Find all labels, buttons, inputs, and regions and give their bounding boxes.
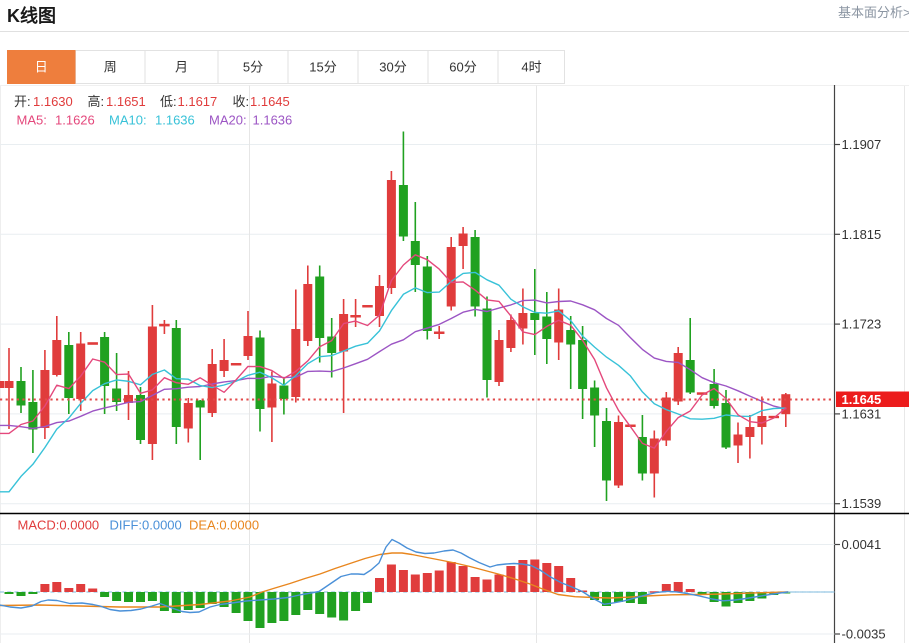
svg-text:1.1539: 1.1539 — [842, 496, 882, 511]
svg-text:60分: 60分 — [449, 60, 476, 75]
svg-text:1.1815: 1.1815 — [842, 227, 882, 242]
svg-text:DEA:0.0000: DEA:0.0000 — [189, 518, 259, 533]
svg-text:开:: 开: — [14, 94, 31, 109]
svg-text:基本面分析>: 基本面分析> — [838, 5, 909, 20]
svg-text:5分: 5分 — [243, 60, 263, 75]
svg-text:0.0041: 0.0041 — [842, 537, 882, 552]
svg-text:30分: 30分 — [379, 60, 406, 75]
svg-text:日: 日 — [35, 60, 48, 75]
svg-text:1.1907: 1.1907 — [842, 137, 882, 152]
svg-text:1.1723: 1.1723 — [842, 317, 882, 332]
svg-text:月: 月 — [175, 60, 188, 75]
svg-text:1.1645: 1.1645 — [842, 392, 882, 407]
svg-text:MA20:: MA20: — [209, 113, 247, 128]
svg-text:低:: 低: — [160, 94, 177, 109]
svg-text:1.1636: 1.1636 — [253, 113, 293, 128]
svg-text:1.1626: 1.1626 — [55, 113, 95, 128]
svg-text:1.1636: 1.1636 — [155, 113, 195, 128]
svg-text:MA5:: MA5: — [17, 113, 47, 128]
svg-text:K线图: K线图 — [7, 5, 56, 26]
svg-text:15分: 15分 — [309, 60, 336, 75]
svg-text:MA10:: MA10: — [109, 113, 147, 128]
svg-text:-0.0035: -0.0035 — [842, 627, 886, 642]
svg-text:周: 周 — [104, 60, 117, 75]
svg-text:高:: 高: — [88, 94, 105, 109]
svg-text:1.1630: 1.1630 — [33, 94, 73, 109]
svg-text:1.1645: 1.1645 — [250, 94, 290, 109]
svg-text:1.1631: 1.1631 — [842, 406, 882, 421]
svg-text:1.1617: 1.1617 — [178, 94, 218, 109]
svg-text:DIFF:0.0000: DIFF:0.0000 — [110, 518, 182, 533]
svg-text:4时: 4时 — [521, 60, 541, 75]
svg-text:MACD:0.0000: MACD:0.0000 — [18, 518, 100, 533]
svg-text:收:: 收: — [233, 94, 250, 109]
svg-text:1.1651: 1.1651 — [106, 94, 146, 109]
